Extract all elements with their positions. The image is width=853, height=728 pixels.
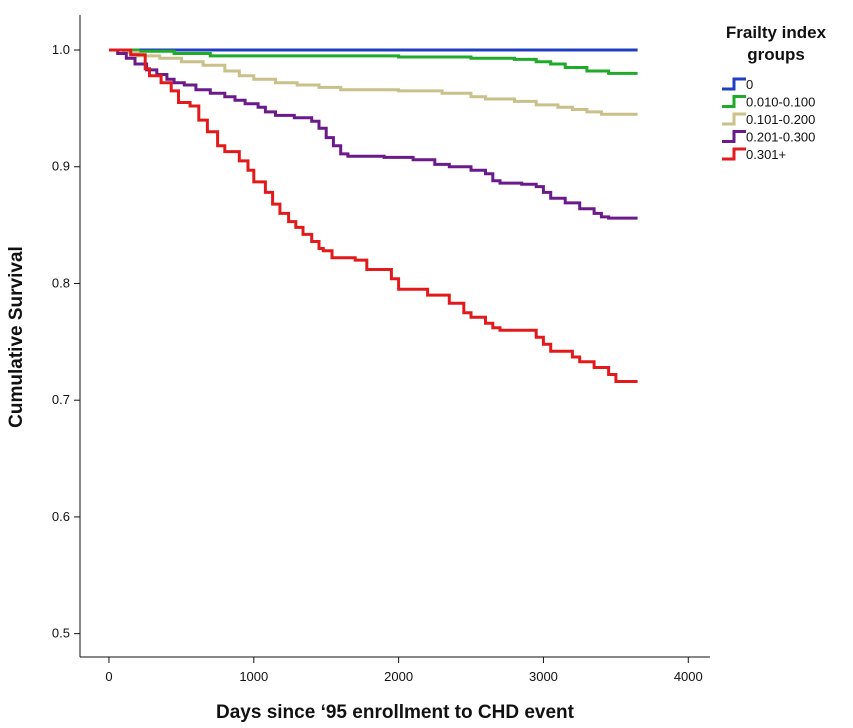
x-tick-label: 1000 bbox=[239, 669, 268, 684]
y-tick-label: 0.8 bbox=[52, 275, 70, 290]
legend-title-line-1: Frailty index bbox=[726, 23, 827, 42]
legend-swatch-4 bbox=[722, 147, 746, 161]
x-tick-label: 3000 bbox=[529, 669, 558, 684]
series-line-1 bbox=[109, 48, 638, 75]
series-line-4 bbox=[109, 48, 638, 383]
legend-swatch-1 bbox=[722, 95, 746, 108]
legend-swatch-2 bbox=[722, 112, 746, 126]
axes bbox=[79, 15, 710, 658]
legend-label-4: 0.301+ bbox=[746, 147, 786, 162]
legend-label-1: 0.010-0.100 bbox=[746, 95, 815, 110]
x-ticks: 0 1000 2000 3000 4000 bbox=[105, 657, 703, 684]
y-tick-label: 0.5 bbox=[52, 626, 70, 641]
y-tick-label: 1.0 bbox=[52, 42, 70, 57]
y-tick-label: 0.7 bbox=[52, 392, 70, 407]
x-tick-label: 2000 bbox=[384, 669, 413, 684]
legend: Frailty index groups 0 0.010-0.100 0.101-0… bbox=[722, 23, 827, 162]
legend-title-line-2: groups bbox=[747, 45, 805, 64]
legend-label-2: 0.101-0.200 bbox=[746, 112, 815, 127]
legend-items: 0 0.010-0.100 0.101-0.200 0.201-0.300 0.301+ bbox=[722, 77, 815, 162]
legend-swatch-0 bbox=[722, 77, 746, 91]
y-tick-label: 0.6 bbox=[52, 509, 70, 524]
x-axis-title: Days since ‘95 enrollment to CHD event bbox=[216, 702, 575, 723]
x-tick-label: 0 bbox=[105, 669, 112, 684]
y-ticks: 0.5 0.6 0.7 0.8 0.9 1.0 bbox=[52, 42, 80, 641]
series-line-2 bbox=[109, 48, 638, 116]
series-line-3 bbox=[109, 48, 638, 220]
legend-label-0: 0 bbox=[746, 77, 753, 92]
legend-label-3: 0.201-0.300 bbox=[746, 130, 815, 145]
series-lines bbox=[109, 48, 638, 383]
legend-swatch-3 bbox=[722, 130, 746, 143]
x-tick-label: 4000 bbox=[674, 669, 703, 684]
y-axis-title: Cumulative Survival bbox=[6, 246, 27, 428]
y-tick-label: 0.9 bbox=[52, 159, 70, 174]
